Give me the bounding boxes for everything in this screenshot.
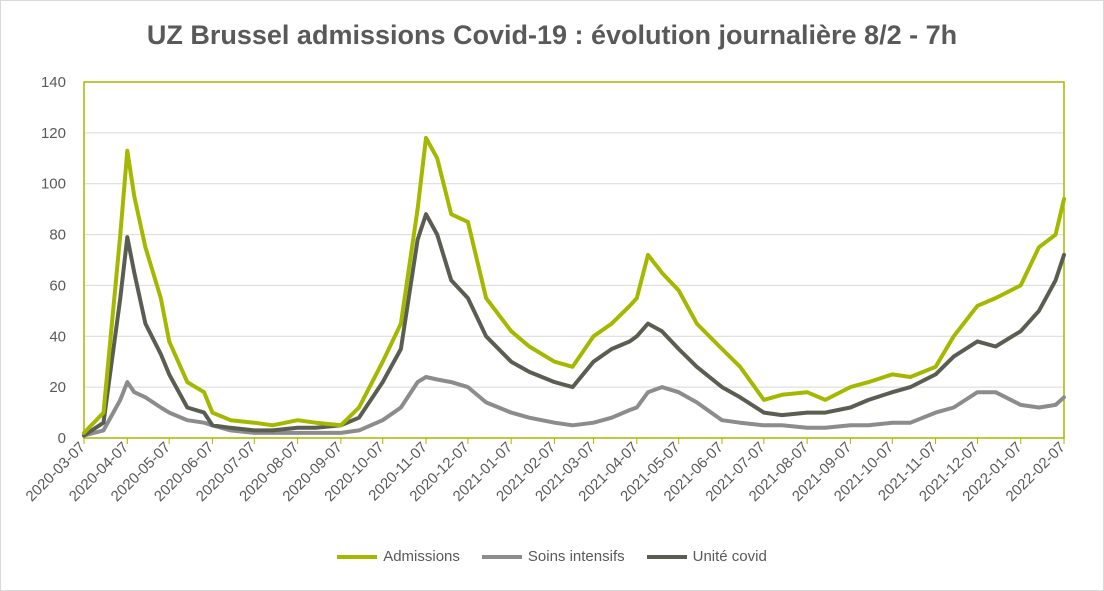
legend-item: Unité covid: [646, 548, 767, 565]
y-tick-label: 120: [41, 125, 66, 142]
legend-swatch: [646, 554, 687, 559]
series-line-unit-covid: [82, 212, 1066, 438]
legend-item: Soins intensifs: [481, 548, 625, 565]
series-line-soins-intensifs: [82, 375, 1066, 438]
legend-label: Admissions: [383, 548, 460, 565]
y-tick-label: 60: [49, 277, 66, 294]
chart-legend: Admissions Soins intensifs Unité covid: [0, 548, 1104, 565]
legend-item: Admissions: [337, 548, 460, 565]
y-tick-label: 140: [41, 74, 66, 91]
y-tick-label: 40: [49, 328, 66, 345]
series-line-admissions: [82, 135, 1066, 435]
legend-swatch: [337, 554, 378, 559]
legend-swatch: [481, 554, 522, 559]
legend-label: Unité covid: [692, 548, 767, 565]
y-tick-label: 80: [49, 227, 66, 244]
legend-label: Soins intensifs: [527, 548, 625, 565]
chart-title: UZ Brussel admissions Covid-19 : évoluti…: [146, 20, 958, 50]
y-tick-label: 0: [58, 430, 66, 447]
y-tick-label: 100: [41, 176, 66, 193]
y-tick-label: 20: [49, 379, 66, 396]
